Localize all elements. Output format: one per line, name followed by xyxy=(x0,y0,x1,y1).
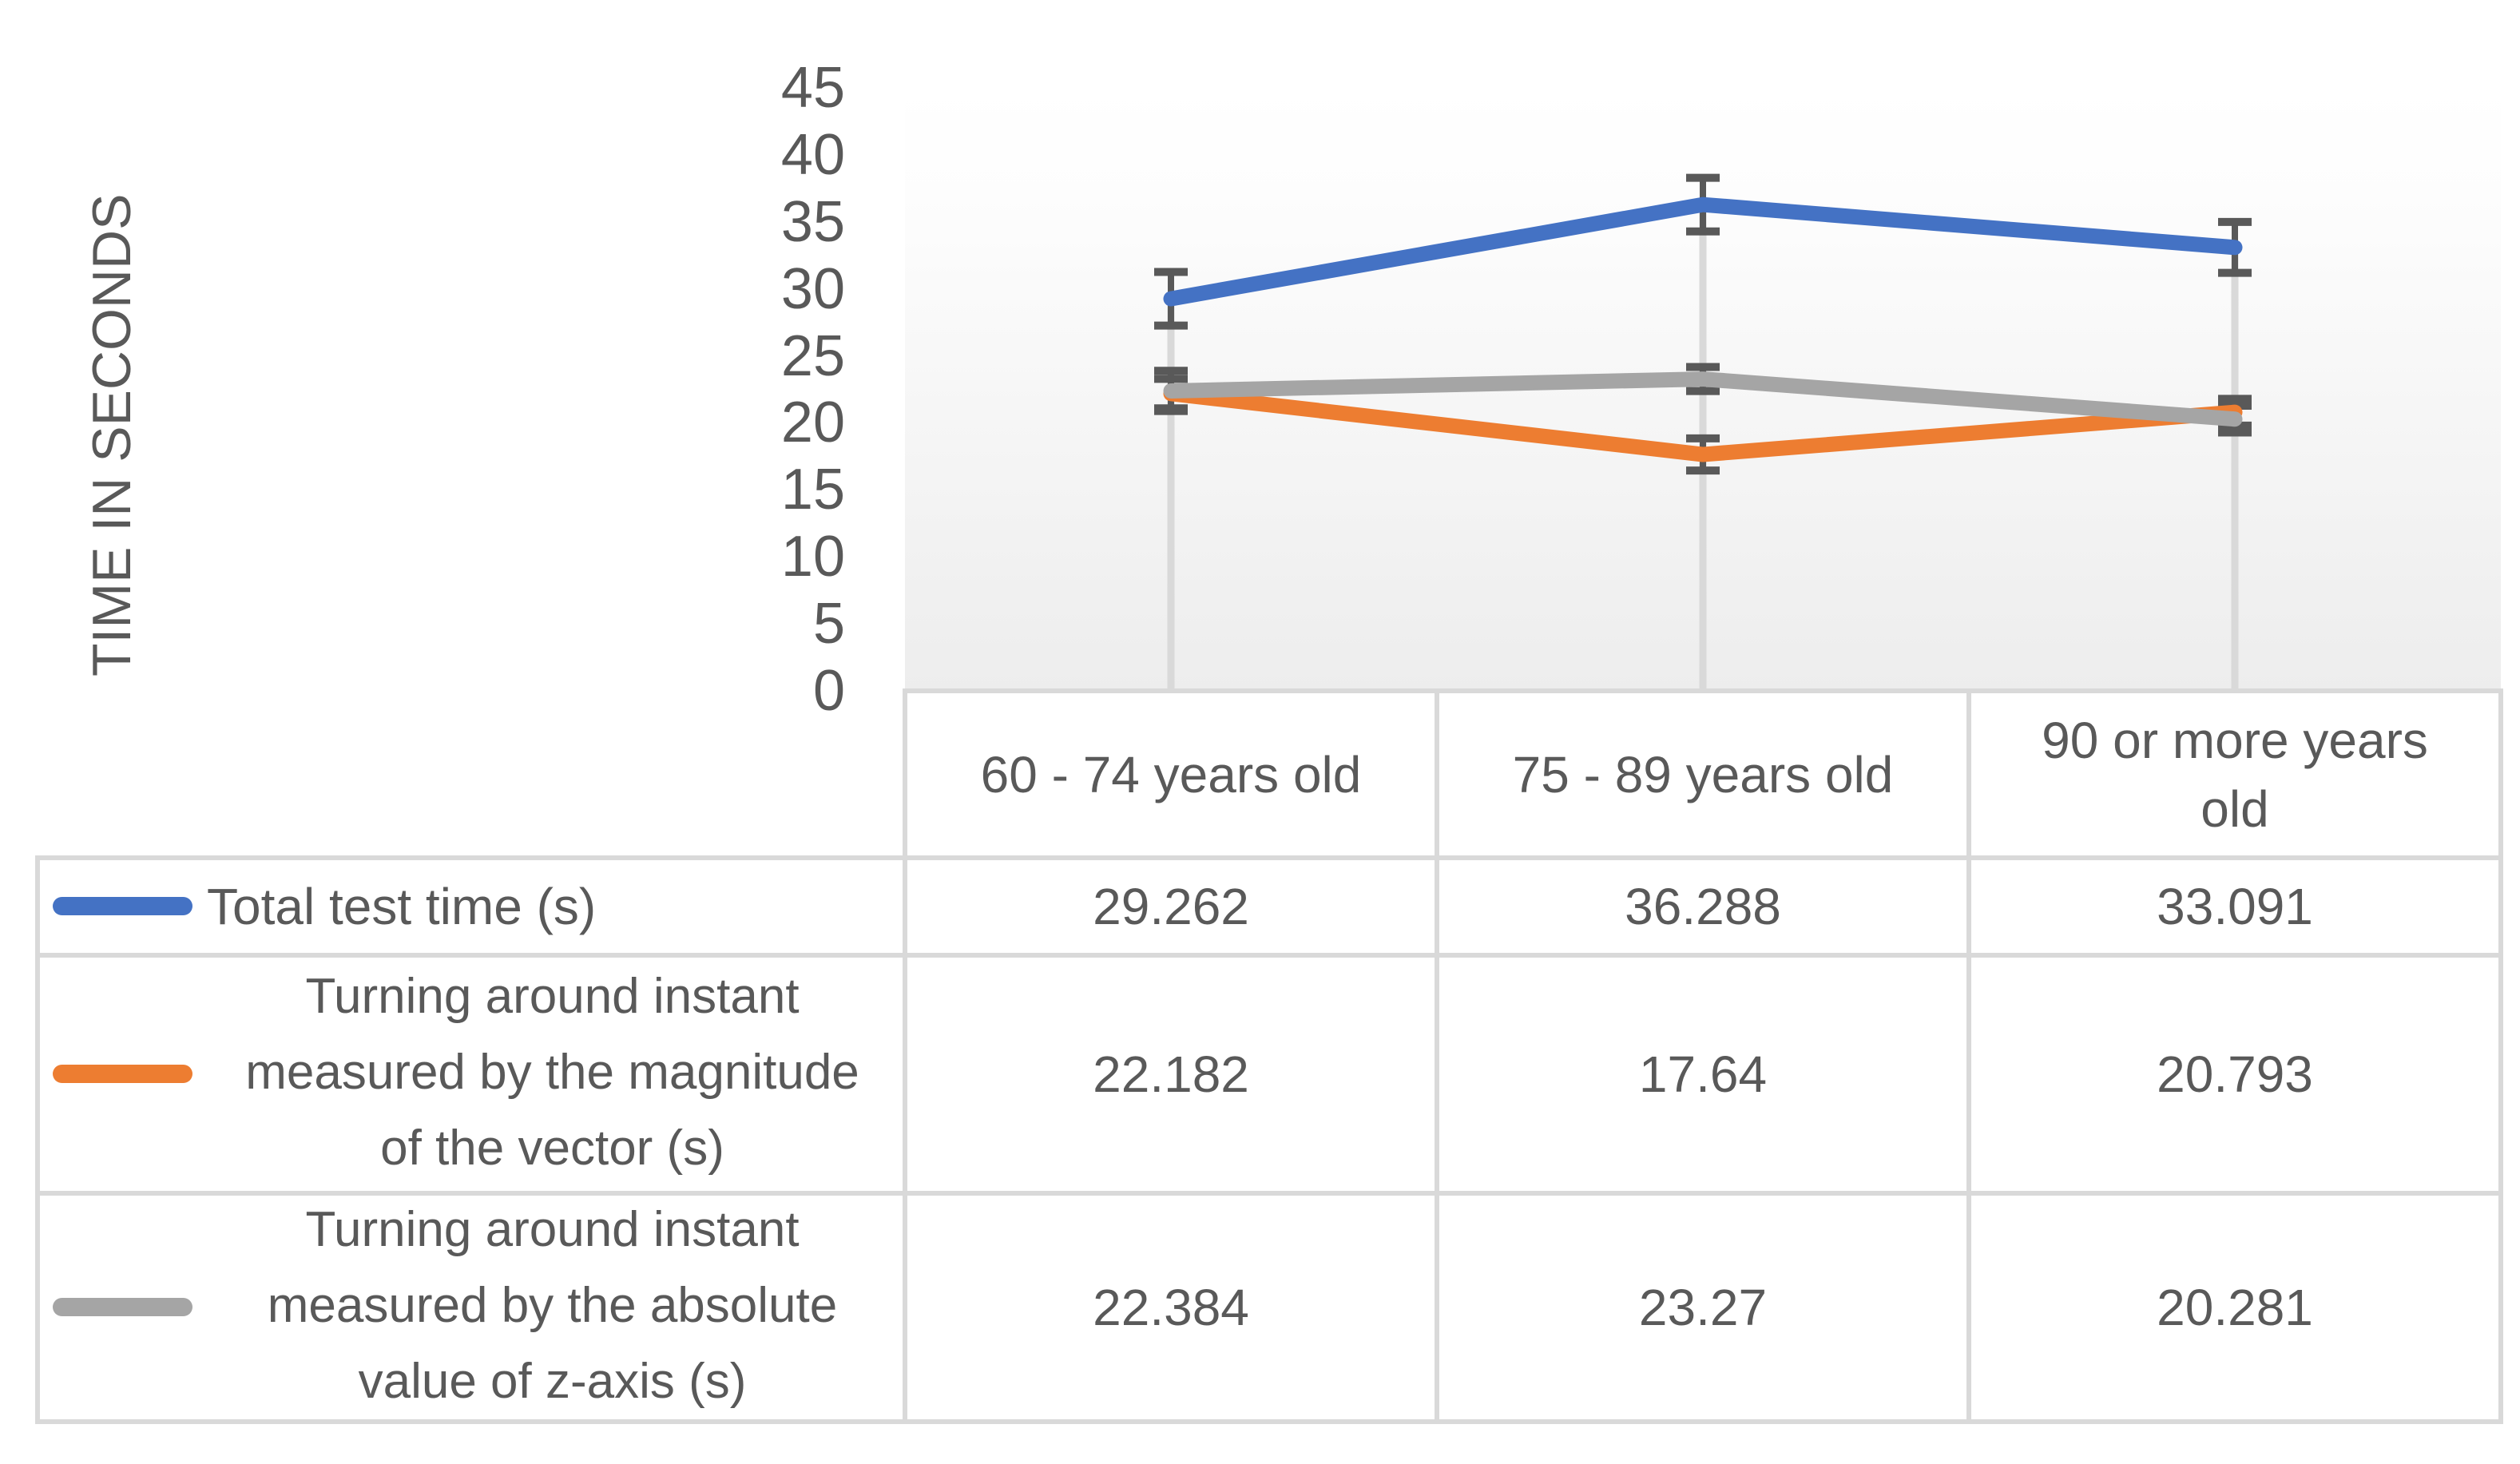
y-axis-title: TIME IN SECONDS xyxy=(81,193,142,677)
table-value-cell: 22.384 xyxy=(1093,1279,1249,1336)
y-axis-tick-label: 40 xyxy=(780,122,845,187)
series-line-0 xyxy=(1163,196,2243,307)
table-value-cell: 33.091 xyxy=(2157,878,2313,935)
table-value-cell: 17.64 xyxy=(1638,1045,1768,1103)
table-border xyxy=(903,688,2503,693)
table-border xyxy=(1435,688,1439,1424)
table-value-cell: 29.262 xyxy=(1093,878,1249,935)
legend-label-magnitude-vector: Turning around instant measured by the m… xyxy=(200,953,905,1191)
table-border xyxy=(1966,688,1971,1424)
legend-label-line: Turning around instant xyxy=(305,968,800,1024)
table-value-cell: 20.793 xyxy=(2157,1045,2313,1103)
legend-key-magnitude-vector xyxy=(53,1065,192,1083)
category-header-label: 60 - 74 years old xyxy=(980,745,1362,803)
table-value-cell: 36.288 xyxy=(1625,878,1781,935)
y-axis-tick-label: 0 xyxy=(812,659,845,723)
y-axis-tick-label: 30 xyxy=(780,256,845,321)
series-line-2 xyxy=(1163,371,2243,427)
legend-label-line: measured by the magnitude xyxy=(245,1044,859,1100)
y-axis-tick-label: 5 xyxy=(812,592,845,657)
y-axis-tick-label: 15 xyxy=(780,458,845,522)
table-value-cell: 20.281 xyxy=(2157,1279,2313,1336)
y-axis-tick-label: 10 xyxy=(780,525,845,589)
category-header-cell: 90 or more years old xyxy=(1969,691,2501,858)
table-border xyxy=(2498,688,2503,1424)
table-border xyxy=(35,1419,2503,1424)
table-border xyxy=(35,953,2503,958)
legend-label-line: Turning around instant xyxy=(305,1201,800,1257)
table-border xyxy=(35,855,40,1424)
legend-label-total-test-time: Total test time (s) xyxy=(207,878,597,935)
y-axis-tick-label: 20 xyxy=(780,391,845,455)
category-header-cell: 60 - 74 years old xyxy=(905,691,1437,858)
series-line-1 xyxy=(1163,386,2243,462)
table-value-cell: 23.27 xyxy=(1638,1279,1768,1336)
legend-label-line: value of z-axis (s) xyxy=(358,1353,747,1409)
legend-key-total-test-time xyxy=(53,897,192,915)
legend-key-zaxis-absolute xyxy=(53,1298,192,1316)
table-border xyxy=(903,688,907,1424)
table-value-cell: 22.182 xyxy=(1093,1045,1249,1103)
legend-label-line: of the vector (s) xyxy=(380,1120,724,1176)
y-axis-tick-label: 35 xyxy=(780,189,845,254)
table-border xyxy=(35,1191,2503,1196)
table-border xyxy=(35,855,2503,860)
legend-label-line: measured by the absolute xyxy=(267,1277,838,1333)
category-header-label: 75 - 89 years old xyxy=(1512,745,1894,803)
category-header-label: 90 or more years old xyxy=(2042,711,2428,838)
category-header-cell: 75 - 89 years old xyxy=(1437,691,1969,858)
y-axis-tick-label: 25 xyxy=(780,323,845,388)
y-axis-tick-label: 45 xyxy=(780,56,845,120)
legend-label-zaxis-absolute: Turning around instant measured by the a… xyxy=(200,1191,905,1419)
